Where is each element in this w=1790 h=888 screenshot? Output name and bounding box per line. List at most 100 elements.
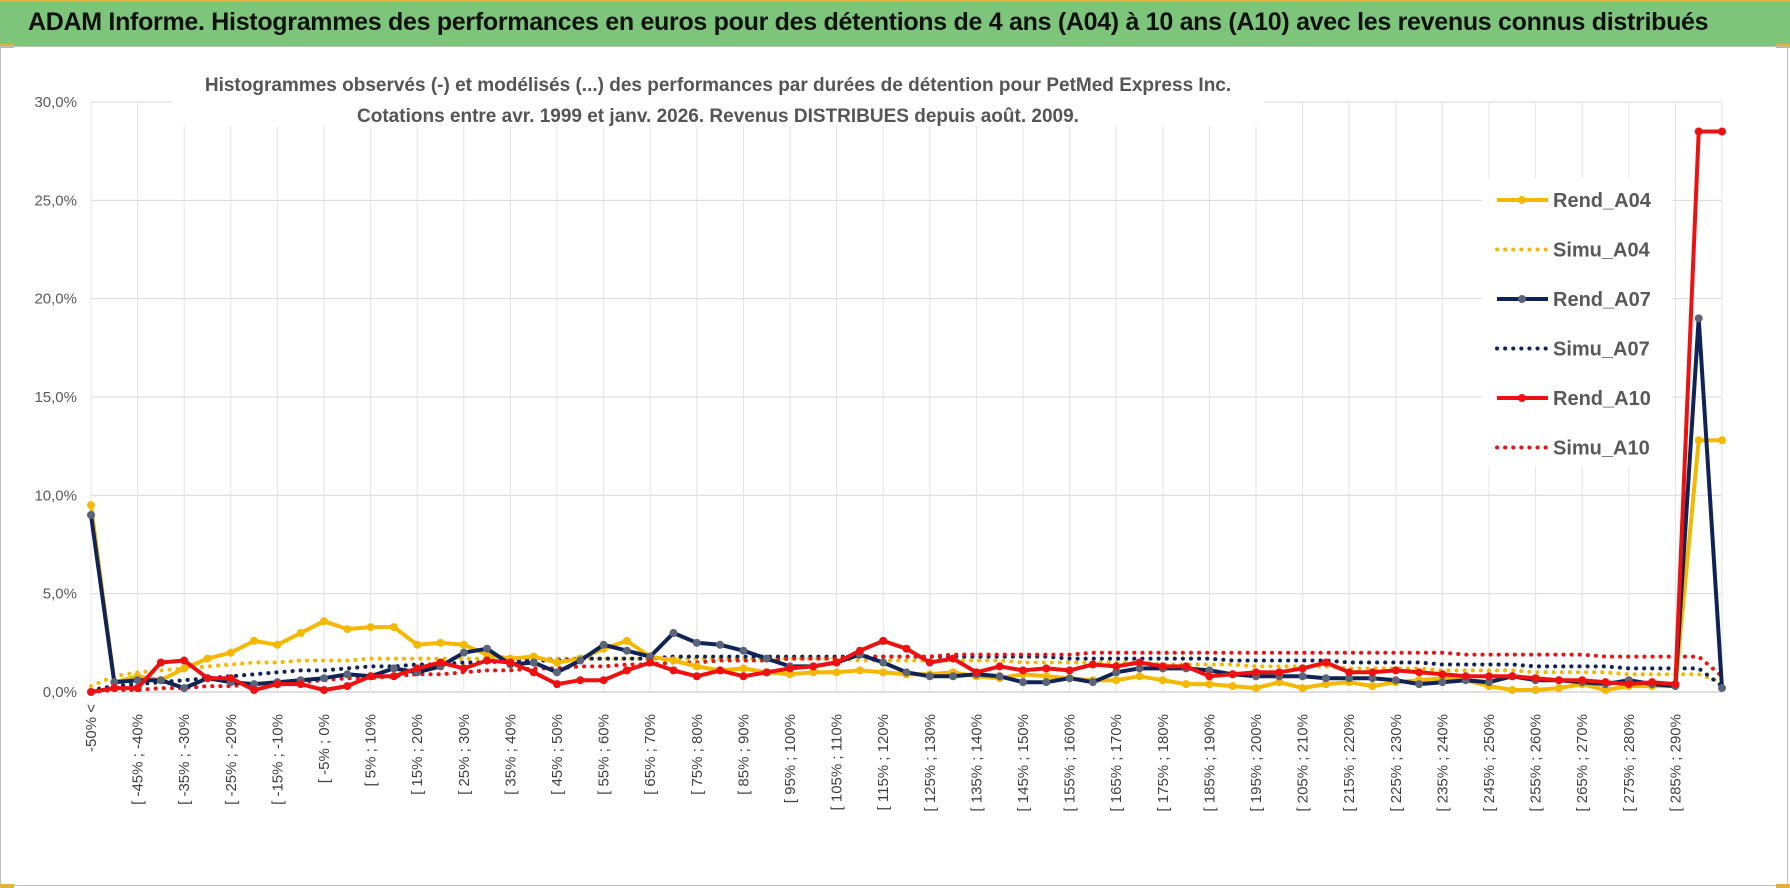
series-point bbox=[110, 684, 119, 693]
series-point bbox=[902, 668, 911, 677]
y-tick-label: 30,0% bbox=[34, 94, 77, 111]
x-tick-label: [ 185% ; 190% bbox=[1201, 714, 1218, 812]
series-point bbox=[879, 636, 888, 645]
x-tick-label: [ 145% ; 150% bbox=[1015, 714, 1032, 812]
series-point bbox=[133, 676, 142, 685]
series-point bbox=[553, 680, 561, 689]
series-point bbox=[87, 511, 95, 519]
series-point bbox=[1065, 666, 1074, 675]
series-point bbox=[296, 629, 305, 637]
x-tick-label: [ -25% ; -20% bbox=[223, 714, 240, 805]
series-point bbox=[622, 666, 631, 675]
legend-label: Rend_A04 bbox=[1553, 190, 1652, 212]
y-tick-label: 5,0% bbox=[43, 586, 77, 603]
series-point bbox=[1508, 672, 1517, 681]
x-tick-label: [ 95% ; 100% bbox=[782, 714, 799, 803]
x-tick-label: [ 5% ; 10% bbox=[363, 714, 380, 787]
chart-title-line2: Cotations entre avr. 1999 et janv. 2026.… bbox=[357, 106, 1079, 127]
series-point bbox=[646, 652, 655, 661]
series-point bbox=[1671, 680, 1680, 689]
series-point bbox=[1438, 678, 1447, 687]
series-point bbox=[1531, 686, 1540, 695]
x-tick-label: [ 205% ; 210% bbox=[1295, 714, 1312, 812]
series-point bbox=[1508, 686, 1517, 695]
series-point bbox=[809, 662, 818, 671]
series-point bbox=[133, 684, 142, 693]
series-point bbox=[925, 658, 934, 667]
series-point bbox=[343, 682, 352, 691]
series-point bbox=[413, 640, 422, 649]
series-point bbox=[786, 670, 794, 679]
series-point bbox=[1019, 678, 1027, 687]
chart-title-line1: Histogrammes observés (-) et modélisés (… bbox=[205, 75, 1231, 96]
series-simu-a04 bbox=[89, 656, 1724, 689]
x-tick-label: [ 175% ; 180% bbox=[1155, 714, 1172, 812]
series-point bbox=[529, 668, 538, 677]
series-point bbox=[1368, 682, 1377, 691]
series-point bbox=[855, 666, 864, 675]
x-tick-label: [ 235% ; 240% bbox=[1434, 714, 1451, 812]
series-point bbox=[1298, 664, 1307, 673]
series-point bbox=[156, 658, 165, 667]
x-tick-label: [ 255% ; 260% bbox=[1528, 714, 1545, 812]
x-tick-label: [ -45% ; -40% bbox=[130, 714, 147, 805]
series-point bbox=[273, 640, 282, 649]
series-point bbox=[203, 654, 212, 663]
series-point bbox=[436, 638, 445, 647]
series-point bbox=[1135, 658, 1144, 667]
series-point bbox=[366, 623, 375, 632]
series-point bbox=[366, 672, 375, 681]
series-point bbox=[1554, 684, 1563, 693]
series-point bbox=[1182, 680, 1191, 689]
series-point bbox=[1205, 666, 1214, 675]
series-point bbox=[553, 658, 561, 667]
legend-marker bbox=[1518, 196, 1526, 204]
series-point bbox=[622, 646, 631, 655]
series-point bbox=[1601, 686, 1610, 695]
series-point bbox=[1135, 664, 1144, 673]
series-point bbox=[1019, 666, 1027, 675]
series-point bbox=[902, 644, 911, 653]
series-point bbox=[459, 664, 468, 673]
y-tick-label: 25,0% bbox=[34, 192, 77, 209]
series-point bbox=[1298, 672, 1307, 681]
x-tick-label: [ 105% ; 110% bbox=[829, 714, 846, 810]
legend-item-simu-a10: Simu_A10 bbox=[1495, 438, 1650, 460]
series-point bbox=[250, 686, 259, 695]
x-tick-label: [ 285% ; 290% bbox=[1667, 714, 1684, 812]
x-tick-label: [ -35% ; -30% bbox=[176, 714, 193, 805]
series-point bbox=[1485, 672, 1493, 681]
series-point bbox=[343, 625, 352, 634]
series-point bbox=[669, 666, 678, 675]
series-point bbox=[832, 668, 841, 677]
series-point bbox=[669, 656, 678, 665]
series-point bbox=[320, 686, 328, 695]
legend-background bbox=[1482, 178, 1672, 466]
series-point bbox=[716, 640, 725, 649]
series-point bbox=[1252, 684, 1260, 693]
series-point bbox=[1042, 678, 1051, 687]
series-point bbox=[1298, 684, 1307, 693]
legend-label: Rend_A10 bbox=[1553, 388, 1651, 410]
x-tick-label: [ 35% ; 40% bbox=[502, 714, 519, 795]
series-point bbox=[879, 658, 888, 667]
series-point bbox=[949, 654, 958, 663]
series-point bbox=[786, 664, 794, 673]
series-point bbox=[1391, 666, 1400, 675]
chart-series bbox=[87, 127, 1726, 696]
x-tick-label: [ 125% ; 130% bbox=[922, 714, 939, 812]
series-point bbox=[1135, 672, 1144, 681]
series-point bbox=[949, 672, 958, 681]
y-tick-label: 0,0% bbox=[43, 684, 77, 701]
x-tick-label: [ -15% ; -10% bbox=[269, 714, 286, 805]
series-point bbox=[739, 646, 748, 655]
series-point bbox=[1088, 660, 1097, 669]
series-point bbox=[716, 666, 725, 675]
chart-title-box: Histogrammes observés (-) et modélisés (… bbox=[172, 66, 1264, 127]
series-point bbox=[1042, 672, 1051, 681]
series-point bbox=[1368, 674, 1377, 683]
series-point bbox=[1718, 684, 1726, 693]
x-tick-label: [ 85% ; 90% bbox=[735, 714, 752, 795]
y-axis-ticks: 0,0% 5,0% 10,0% 15,0% 20,0% 25,0% 30,0% bbox=[34, 94, 77, 701]
corner-accent-bottom-left bbox=[0, 884, 14, 888]
